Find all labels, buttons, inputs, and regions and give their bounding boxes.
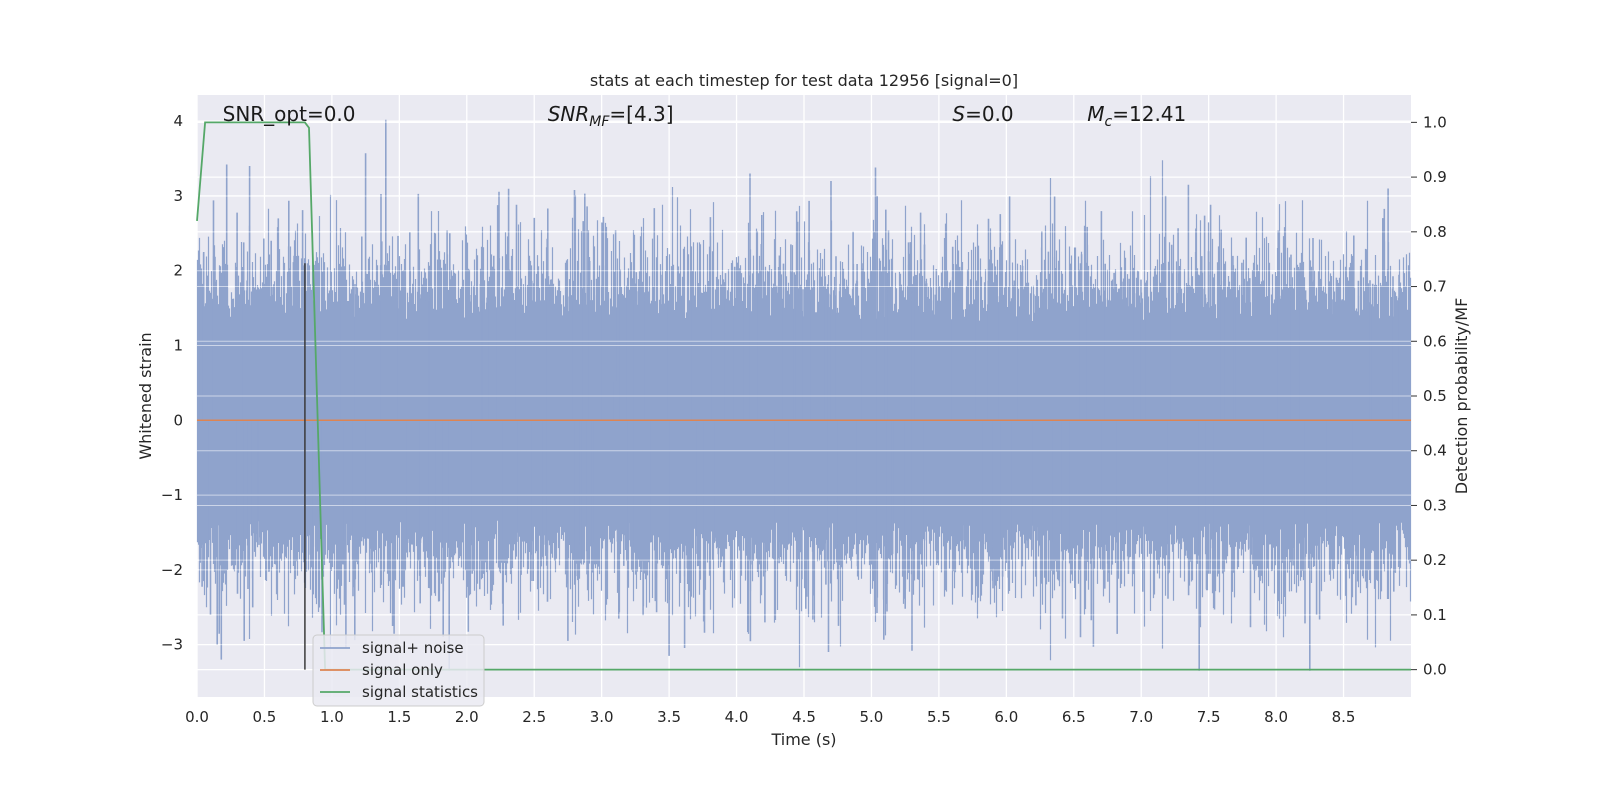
signal-noise-series xyxy=(196,119,1412,671)
y-tick-label: 2 xyxy=(173,262,183,280)
y2-axis-label: Detection probability/MF xyxy=(1452,298,1471,495)
x-tick-label: 7.0 xyxy=(1129,708,1153,726)
chart-title: stats at each timestep for test data 129… xyxy=(590,71,1018,90)
y2-tick-label: 0.5 xyxy=(1423,387,1447,405)
x-tick-label: 1.5 xyxy=(387,708,411,726)
x-tick-label: 2.0 xyxy=(455,708,479,726)
y2-tick-label: 0.8 xyxy=(1423,223,1447,241)
x-tick-label: 7.5 xyxy=(1197,708,1221,726)
x-tick-label: 0.0 xyxy=(185,708,209,726)
y2-tick-label: 0.4 xyxy=(1423,442,1447,460)
x-tick-label: 5.5 xyxy=(927,708,951,726)
annotation-text: SNRMF=[4.3] xyxy=(548,102,674,130)
x-tick-label: 3.5 xyxy=(657,708,681,726)
y2-tick-label: 0.3 xyxy=(1423,496,1447,514)
annotation-text: Mc=12.41 xyxy=(1087,102,1186,130)
legend-box xyxy=(312,634,485,707)
axis-ticks: 0.0 0.5 1.0 1.5 2.0 2.5 3.0 3.5 4.0 4.5 5.0 5.5 6.0 6… xyxy=(161,112,1447,726)
legend-label: signal only xyxy=(362,661,443,679)
x-axis-label: Time (s) xyxy=(770,730,836,749)
y2-tick-label: 0.0 xyxy=(1423,661,1447,679)
data-series xyxy=(196,120,1411,671)
annotation-text: SNR_opt=0.0 xyxy=(223,102,356,126)
signal-statistics-line xyxy=(196,121,1411,671)
x-tick-label: 0.5 xyxy=(253,708,277,726)
x-tick-label: 4.0 xyxy=(725,708,749,726)
annotations: SNR_opt=0.0 SNRMF=[4.3] S=0.0 Mc=12.41 xyxy=(223,102,1187,130)
x-tick-label: 4.5 xyxy=(792,708,816,726)
y-tick-label: 0 xyxy=(173,411,183,429)
y2-tick-label: 0.9 xyxy=(1423,168,1447,186)
y-tick-label: 1 xyxy=(173,337,183,355)
legend-label: signal+ noise xyxy=(362,639,464,657)
x-tick-label: 6.0 xyxy=(994,708,1018,726)
y2-tick-label: 0.2 xyxy=(1423,551,1447,569)
x-tick-label: 3.0 xyxy=(590,708,614,726)
annotation-text: S=0.0 xyxy=(952,102,1013,126)
x-tick-label: 6.5 xyxy=(1062,708,1086,726)
y-tick-label: −2 xyxy=(161,561,183,579)
y2-tick-label: 0.6 xyxy=(1423,332,1447,350)
y2-tick-label: 1.0 xyxy=(1423,113,1447,131)
x-tick-label: 1.0 xyxy=(320,708,344,726)
y-tick-label: −3 xyxy=(161,636,183,654)
legend-label: signal statistics xyxy=(362,683,478,701)
y-tick-label: −1 xyxy=(161,486,183,504)
y-tick-label: 4 xyxy=(173,112,183,130)
x-tick-label: 5.0 xyxy=(860,708,884,726)
x-tick-label: 2.5 xyxy=(522,708,546,726)
y2-tick-label: 0.7 xyxy=(1423,278,1447,296)
x-tick-label: 8.0 xyxy=(1264,708,1288,726)
x-tick-label: 8.5 xyxy=(1332,708,1356,726)
noise-peaks xyxy=(199,119,1400,671)
legend: signal+ noise signal only signal statistic… xyxy=(312,634,485,707)
y-tick-label: 3 xyxy=(173,187,183,205)
y2-tick-label: 0.1 xyxy=(1423,606,1447,624)
y-axis-label: Whitened strain xyxy=(136,332,155,459)
